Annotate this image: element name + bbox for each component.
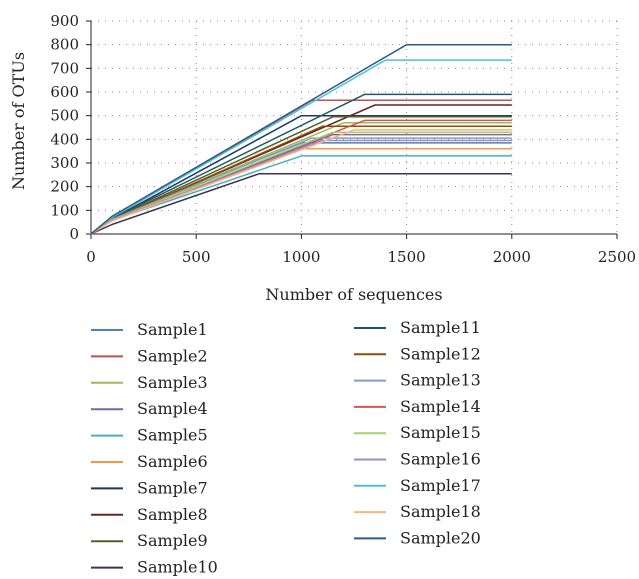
y-tick-label: 600: [50, 83, 79, 101]
series-line-sample20: [90, 43, 512, 235]
y-tick-label: 300: [50, 154, 79, 172]
legend-label: Sample9: [137, 531, 208, 550]
legend-item: Sample8: [91, 505, 208, 524]
legend-label: Sample12: [400, 344, 481, 363]
legend-item: Sample10: [91, 558, 218, 577]
legend-item: Sample16: [354, 450, 481, 469]
y-tick-label: 400: [50, 130, 79, 148]
y-tick-label: 700: [50, 59, 79, 77]
legend-label: Sample16: [400, 450, 481, 469]
legend-label: Sample11: [400, 318, 481, 337]
legend-item: Sample5: [91, 426, 208, 445]
y-axis-title: Number of OTUs: [9, 52, 28, 190]
legend-label: Sample13: [400, 371, 481, 390]
legend-label: Sample18: [400, 502, 481, 521]
series-lines: [90, 43, 512, 235]
legend-item: Sample9: [91, 531, 208, 550]
legend-label: Sample14: [400, 397, 481, 416]
y-tick-label: 0: [69, 225, 79, 243]
axes: [86, 20, 618, 239]
y-tick-label: 500: [50, 107, 79, 125]
x-tick-label: 0: [86, 248, 96, 266]
series-line-sample8: [90, 104, 512, 235]
series-line-sample13: [90, 137, 512, 235]
legend-item: Sample14: [354, 397, 481, 416]
x-axis-title: Number of sequences: [265, 285, 442, 304]
y-tick-label: 800: [50, 36, 79, 54]
legend-item: Sample11: [354, 318, 481, 337]
legend-label: Sample10: [137, 558, 218, 577]
legend-label: Sample6: [137, 452, 208, 471]
legend-label: Sample7: [137, 478, 208, 497]
legend-item: Sample6: [91, 452, 208, 471]
series-line-sample5: [90, 155, 512, 235]
legend-item: Sample13: [354, 371, 481, 390]
y-tick-label: 900: [50, 12, 79, 30]
y-tick-label: 100: [50, 201, 79, 219]
legend-item: Sample2: [91, 346, 208, 365]
legend-label: Sample20: [400, 528, 481, 547]
legend-item: Sample17: [354, 476, 481, 495]
x-tick-label: 2000: [493, 248, 531, 266]
legend-label: Sample8: [137, 505, 208, 524]
legend-label: Sample15: [400, 423, 481, 442]
x-tick-label: 500: [182, 248, 211, 266]
series-line-sample10: [90, 172, 512, 235]
grid: [91, 20, 618, 234]
x-tick-label: 1000: [282, 248, 320, 266]
legend-label: Sample1: [137, 320, 208, 339]
x-tick-label: 1500: [388, 248, 426, 266]
legend-label: Sample3: [137, 373, 208, 392]
legend-item: Sample7: [91, 478, 208, 497]
legend-item: Sample15: [354, 423, 481, 442]
y-tick-label: 200: [50, 178, 79, 196]
legend-item: Sample20: [354, 528, 481, 547]
legend-label: Sample2: [137, 346, 208, 365]
legend-item: Sample4: [91, 399, 208, 418]
legend: Sample1 Sample2 Sample3 Sample4 Sample5 Sampl…: [91, 318, 481, 577]
legend-label: Sample17: [400, 476, 481, 495]
legend-item: Sample18: [354, 502, 481, 521]
legend-label: Sample4: [137, 399, 208, 418]
legend-item: Sample1: [91, 320, 208, 339]
tick-labels: 0 100 200 300 400 500 600 700 800 900 0 500 1000 1500…: [50, 12, 636, 266]
series-line-sample18: [90, 129, 512, 235]
legend-label: Sample5: [137, 426, 208, 445]
legend-item: Sample12: [354, 344, 481, 363]
x-tick-label: 2500: [598, 248, 636, 266]
legend-item: Sample3: [91, 373, 208, 392]
